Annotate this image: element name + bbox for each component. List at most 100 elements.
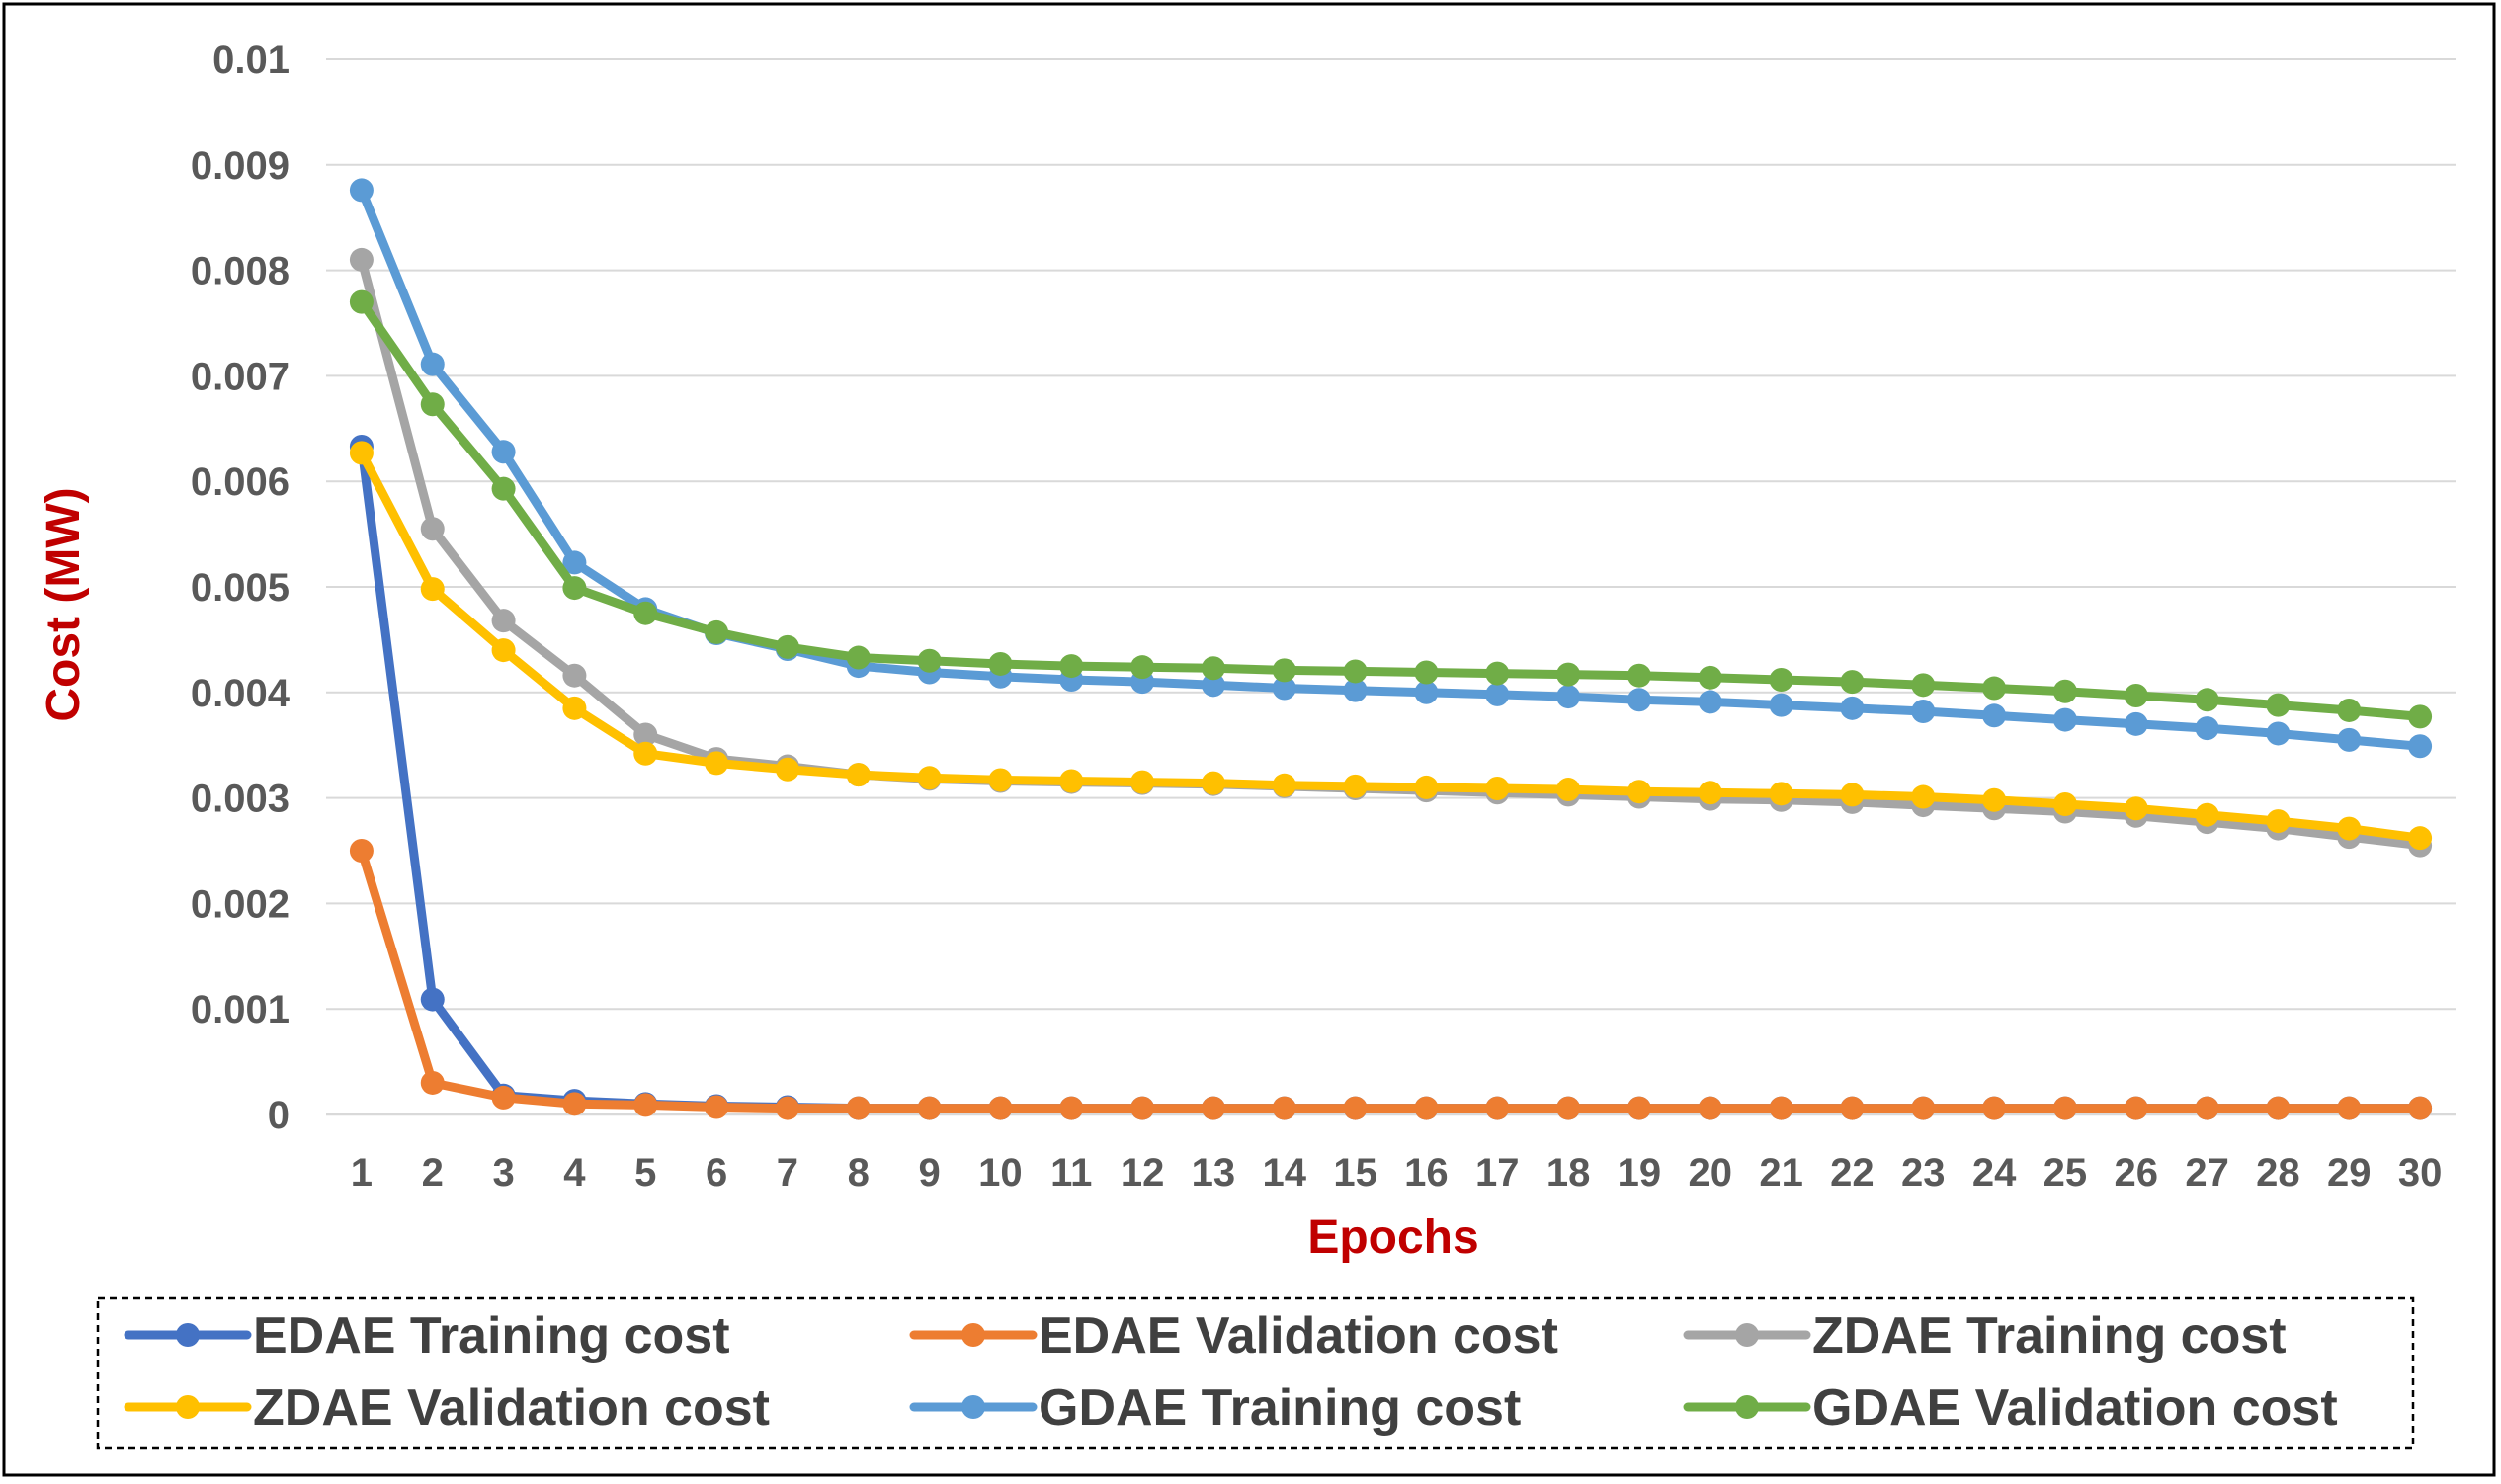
data-point xyxy=(2195,688,2219,712)
data-point xyxy=(2266,1096,2291,1120)
data-point xyxy=(1769,667,1793,692)
legend-marker xyxy=(1735,1323,1759,1347)
data-point xyxy=(1840,1096,1865,1120)
data-point xyxy=(1343,1096,1368,1120)
data-point xyxy=(349,441,374,465)
data-point xyxy=(1982,787,2007,812)
data-point xyxy=(2408,826,2433,851)
legend: EDAE Training cost EDAE Validation cost ZD… xyxy=(124,1307,2338,1437)
data-point xyxy=(1130,1096,1155,1120)
data-point xyxy=(1272,676,1296,701)
data-point xyxy=(562,663,587,688)
data-point xyxy=(846,645,871,670)
data-point xyxy=(1556,685,1581,709)
data-point xyxy=(2337,698,2362,722)
data-point xyxy=(2124,1096,2148,1120)
data-point xyxy=(1982,703,2007,728)
data-point xyxy=(2124,796,2148,821)
y-tick-label: 0.008 xyxy=(191,250,290,293)
x-tick-label: 12 xyxy=(1121,1151,1165,1195)
data-point xyxy=(1840,670,1865,695)
data-point xyxy=(2052,707,2077,732)
legend-marker xyxy=(176,1395,200,1419)
legend-marker xyxy=(961,1323,985,1347)
data-point xyxy=(1414,680,1439,704)
series-gdae-validation-cost xyxy=(349,289,2433,729)
x-tick-label: 15 xyxy=(1333,1151,1377,1195)
data-point xyxy=(1626,1096,1651,1120)
x-tick-label: 3 xyxy=(492,1151,514,1195)
data-point xyxy=(1201,656,1225,681)
data-point xyxy=(491,638,516,663)
data-point xyxy=(349,289,374,314)
data-point xyxy=(1485,1096,1510,1120)
y-tick-label: 0.005 xyxy=(191,566,290,610)
x-tick-label: 7 xyxy=(777,1151,798,1195)
x-tick-label: 23 xyxy=(1901,1151,1946,1195)
data-point xyxy=(1769,693,1793,717)
legend-marker xyxy=(1735,1395,1759,1419)
data-point xyxy=(1698,665,1722,690)
tick-labels: 0 0.001 0.002 0.003 0.004 0.005 0.006 0.007 0.00… xyxy=(191,39,2442,1195)
x-tick-label: 28 xyxy=(2256,1151,2300,1195)
data-point xyxy=(2195,802,2219,827)
data-point xyxy=(1840,783,1865,807)
data-point xyxy=(1485,682,1510,706)
data-point xyxy=(988,651,1013,676)
data-point xyxy=(562,550,587,575)
x-tick-label: 25 xyxy=(2043,1151,2088,1195)
x-tick-label: 6 xyxy=(706,1151,727,1195)
data-point xyxy=(988,768,1013,792)
data-point xyxy=(420,392,445,417)
x-tick-label: 21 xyxy=(1759,1151,1803,1195)
data-point xyxy=(846,763,871,787)
data-point xyxy=(2337,727,2362,752)
x-tick-label: 18 xyxy=(1546,1151,1591,1195)
data-point xyxy=(1911,1096,1936,1120)
legend-item: ZDAE Validation cost xyxy=(124,1379,770,1437)
data-point xyxy=(2124,684,2148,708)
legend-marker xyxy=(961,1395,985,1419)
data-point xyxy=(1414,1096,1439,1120)
x-tick-label: 29 xyxy=(2327,1151,2372,1195)
legend-item: EDAE Training cost xyxy=(124,1307,730,1364)
data-point xyxy=(1201,1096,1225,1120)
x-tick-label: 11 xyxy=(1050,1151,1092,1195)
data-point xyxy=(1272,1096,1296,1120)
data-point xyxy=(1982,1096,2007,1120)
legend-label: GDAE Training cost xyxy=(1039,1379,1521,1437)
data-point xyxy=(1698,781,1722,805)
x-tick-label: 13 xyxy=(1192,1151,1236,1195)
x-tick-label: 20 xyxy=(1689,1151,1733,1195)
data-point xyxy=(1982,676,2007,701)
x-axis-title: Epochs xyxy=(1307,1211,1478,1264)
x-tick-label: 27 xyxy=(2185,1151,2229,1195)
gridlines xyxy=(326,58,2456,1011)
data-point xyxy=(2052,679,2077,703)
x-tick-label: 1 xyxy=(351,1151,373,1195)
data-point xyxy=(1556,1096,1581,1120)
y-tick-label: 0.003 xyxy=(191,778,290,821)
data-point xyxy=(420,352,445,376)
x-tick-label: 10 xyxy=(978,1151,1023,1195)
data-point xyxy=(2195,1096,2219,1120)
data-point xyxy=(1626,663,1651,688)
x-tick-label: 9 xyxy=(918,1151,940,1195)
data-point xyxy=(1414,775,1439,799)
x-tick-label: 24 xyxy=(1972,1151,2017,1195)
legend-item: GDAE Validation cost xyxy=(1683,1379,2338,1437)
data-point xyxy=(1698,690,1722,714)
data-point xyxy=(1201,673,1225,698)
legend-label: ZDAE Validation cost xyxy=(253,1379,770,1437)
data-point xyxy=(2052,792,2077,817)
data-point xyxy=(349,839,374,863)
data-point xyxy=(491,609,516,633)
data-point xyxy=(1130,770,1155,794)
legend-item: EDAE Validation cost xyxy=(909,1307,1558,1364)
data-point xyxy=(1840,696,1865,720)
data-point xyxy=(1343,774,1368,798)
data-point xyxy=(1698,1096,1722,1120)
x-tick-label: 8 xyxy=(848,1151,870,1195)
data-point xyxy=(1556,662,1581,687)
